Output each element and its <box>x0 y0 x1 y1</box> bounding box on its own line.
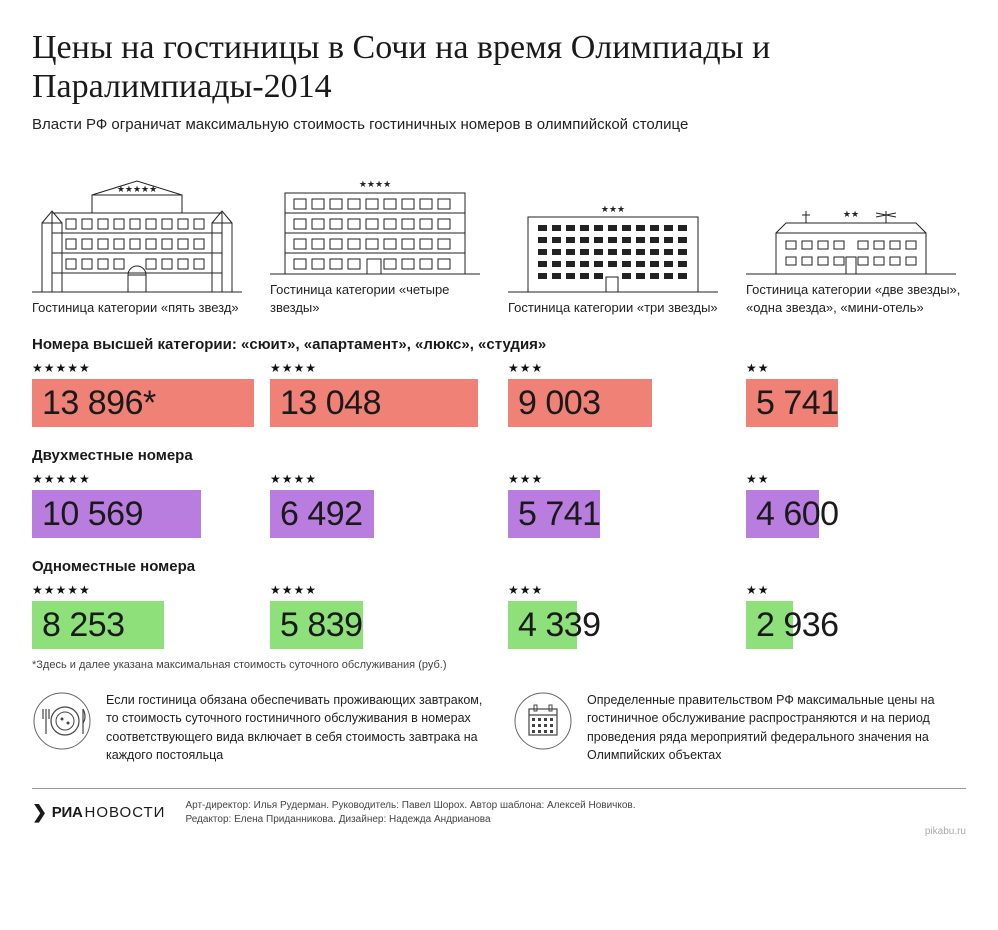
price-stars: ★★★★★ <box>32 472 252 486</box>
hotel-label-5: Гостиница категории «пять звезд» <box>32 299 252 317</box>
price-cell: ★★★ 5 741 <box>508 472 728 538</box>
price-stars: ★★★ <box>508 361 728 375</box>
hotel-col-2star: ★★ Гостиница категории «две звезды», «од… <box>746 155 966 316</box>
ria-suffix: НОВОСТИ <box>85 804 166 821</box>
price-box: 13 048 <box>270 379 490 427</box>
section-heading: Одноместные номера <box>32 558 966 575</box>
price-cell: ★★ 5 741 <box>746 361 966 427</box>
page-subtitle: Власти РФ ограничат максимальную стоимос… <box>32 116 966 133</box>
price-stars: ★★★★★ <box>32 361 252 375</box>
hotel-categories-row: ★★★★★ Гостиница категории «пять звезд» <box>32 155 966 316</box>
price-stars: ★★★★ <box>270 583 490 597</box>
price-cell: ★★ 2 936 <box>746 583 966 649</box>
price-cell: ★★★ 4 339 <box>508 583 728 649</box>
price-cell: ★★★★★ 10 569 <box>32 472 252 538</box>
price-sections: Номера высшей категории: «сюит», «апарта… <box>32 336 966 649</box>
price-cell: ★★★★ 5 839 <box>270 583 490 649</box>
stars-2-icon: ★★ <box>843 209 859 219</box>
footnote: *Здесь и далее указана максимальная стои… <box>32 659 966 671</box>
hotel-col-3star: ★★★ Гостиница категории «три звезды» <box>508 173 728 317</box>
price-cell: ★★★★★ 8 253 <box>32 583 252 649</box>
price-cell: ★★★★★ 13 896* <box>32 361 252 427</box>
price-box: 4 600 <box>746 490 966 538</box>
building-4star-icon: ★★★★ <box>270 175 480 275</box>
price-box: 8 253 <box>32 601 252 649</box>
price-cell: ★★★ 9 003 <box>508 361 728 427</box>
price-stars: ★★★ <box>508 472 728 486</box>
ria-brand: РИА <box>52 804 83 821</box>
price-box: 9 003 <box>508 379 728 427</box>
price-box: 13 896* <box>32 379 252 427</box>
price-box: 6 492 <box>270 490 490 538</box>
price-value: 2 936 <box>746 606 839 645</box>
price-cell: ★★ 4 600 <box>746 472 966 538</box>
price-box: 5 839 <box>270 601 490 649</box>
price-value: 13 896* <box>32 384 156 423</box>
price-box: 5 741 <box>508 490 728 538</box>
price-stars: ★★★★★ <box>32 583 252 597</box>
note-calendar-text: Определенные правительством РФ максималь… <box>587 691 966 764</box>
price-stars: ★★★★ <box>270 472 490 486</box>
section-heading: Номера высшей категории: «сюит», «апарта… <box>32 336 966 353</box>
price-stars: ★★★ <box>508 583 728 597</box>
price-value: 8 253 <box>32 606 125 645</box>
price-value: 5 839 <box>270 606 363 645</box>
hotel-label-4: Гостиница категории «четыре звезды» <box>270 281 490 316</box>
stars-3-icon: ★★★ <box>601 204 625 214</box>
footer: ❯ РИАНОВОСТИ Арт-директор: Илья Рудерман… <box>32 788 966 827</box>
price-value: 5 741 <box>508 495 601 534</box>
notes-row: Если гостиница обязана обеспечивать прож… <box>32 691 966 764</box>
note-breakfast: Если гостиница обязана обеспечивать прож… <box>32 691 485 764</box>
price-value: 5 741 <box>746 384 839 423</box>
calendar-icon <box>514 692 572 750</box>
ria-logo: ❯ РИАНОВОСТИ <box>32 802 165 823</box>
credits-line2: Редактор: Елена Приданникова. Дизайнер: … <box>185 813 635 827</box>
hotel-label-3: Гостиница категории «три звезды» <box>508 299 728 317</box>
credits: Арт-директор: Илья Рудерман. Руководител… <box>185 799 635 827</box>
price-stars: ★★★★ <box>270 361 490 375</box>
price-row: ★★★★★ 8 253 ★★★★ 5 839 ★★★ 4 339 ★★ 2 936 <box>32 583 966 649</box>
price-box: 5 741 <box>746 379 966 427</box>
building-3star-icon: ★★★ <box>508 201 718 293</box>
page-title: Цены на гостиницы в Сочи на время Олимпи… <box>32 28 966 106</box>
note-breakfast-text: Если гостиница обязана обеспечивать прож… <box>106 691 485 764</box>
price-stars: ★★ <box>746 583 966 597</box>
credits-line1: Арт-директор: Илья Рудерман. Руководител… <box>185 799 635 813</box>
price-cell: ★★★★ 13 048 <box>270 361 490 427</box>
hotel-col-4star: ★★★★ Гостиница категории «четыре звезды» <box>270 155 490 316</box>
note-calendar: Определенные правительством РФ максималь… <box>513 691 966 764</box>
price-value: 6 492 <box>270 495 363 534</box>
section-heading: Двухместные номера <box>32 447 966 464</box>
price-value: 10 569 <box>32 495 143 534</box>
price-value: 4 600 <box>746 495 839 534</box>
price-value: 4 339 <box>508 606 601 645</box>
price-stars: ★★ <box>746 472 966 486</box>
ria-chevron-icon: ❯ <box>32 802 47 823</box>
price-box: 10 569 <box>32 490 252 538</box>
price-box: 2 936 <box>746 601 966 649</box>
price-value: 13 048 <box>270 384 381 423</box>
breakfast-icon <box>33 692 91 750</box>
hotel-col-5star: ★★★★★ Гостиница категории «пять звезд» <box>32 173 252 317</box>
price-value: 9 003 <box>508 384 601 423</box>
price-row: ★★★★★ 13 896* ★★★★ 13 048 ★★★ 9 003 ★★ 5 741 <box>32 361 966 427</box>
price-box: 4 339 <box>508 601 728 649</box>
hotel-label-2: Гостиница категории «две звезды», «одна … <box>746 281 966 316</box>
price-cell: ★★★★ 6 492 <box>270 472 490 538</box>
building-2star-icon: ★★ <box>746 207 956 275</box>
stars-4-icon: ★★★★ <box>359 179 391 189</box>
stars-5-icon: ★★★★★ <box>117 184 157 194</box>
price-stars: ★★ <box>746 361 966 375</box>
watermark: pikabu.ru <box>925 826 966 837</box>
building-5star-icon: ★★★★★ <box>32 175 242 293</box>
price-row: ★★★★★ 10 569 ★★★★ 6 492 ★★★ 5 741 ★★ 4 600 <box>32 472 966 538</box>
